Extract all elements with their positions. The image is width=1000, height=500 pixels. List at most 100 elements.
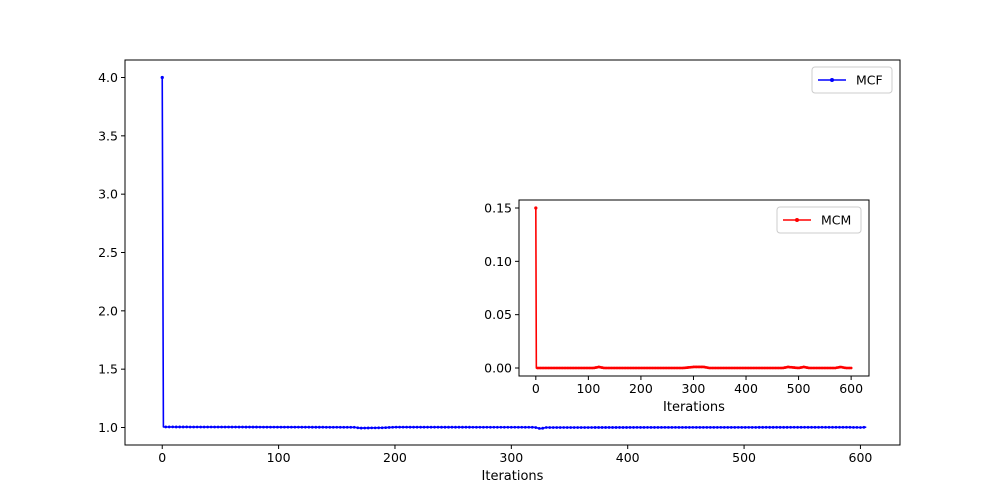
inset-x-tick-label: 100: [576, 381, 600, 396]
main-data-point: [838, 425, 841, 429]
main-data-point: [251, 425, 255, 429]
main-data-point: [234, 425, 237, 429]
main-data-point: [296, 425, 300, 429]
main-data-point: [775, 425, 779, 429]
main-data-point: [415, 425, 419, 429]
main-data-point: [447, 425, 450, 429]
main-x-tick-label: 600: [849, 450, 873, 465]
main-data-point: [862, 425, 866, 429]
main-data-point: [440, 425, 443, 429]
main-data-point: [747, 425, 751, 429]
main-data-point: [541, 426, 545, 430]
main-data-point: [785, 425, 789, 429]
main-data-point: [628, 426, 632, 429]
main-data-point: [694, 425, 698, 429]
main-data-point: [677, 425, 681, 429]
main-data-point: [841, 425, 845, 429]
main-data-point: [478, 425, 482, 429]
main-data-point: [433, 425, 436, 429]
main-data-point: [583, 426, 587, 429]
main-data-point: [303, 425, 307, 429]
main-data-point: [726, 425, 730, 429]
main-data-point: [579, 426, 583, 429]
main-data-point: [457, 425, 461, 429]
main-data-point: [691, 425, 695, 429]
main-data-point: [625, 426, 628, 429]
main-data-point: [593, 426, 597, 429]
main-data-point: [276, 425, 279, 429]
main-data-point: [715, 425, 719, 429]
main-data-point: [733, 425, 737, 429]
main-data-point: [255, 425, 258, 429]
main-data-point: [586, 426, 590, 429]
main-data-point: [712, 425, 716, 429]
main-legend-label: MCF: [856, 73, 883, 88]
main-data-point: [859, 426, 862, 429]
main-data-point: [209, 425, 213, 429]
inset-legend-label: MCM: [821, 213, 851, 228]
main-data-point: [352, 425, 356, 429]
main-data-point: [687, 425, 691, 429]
main-data-point: [279, 425, 283, 429]
main-x-tick-label: 0: [158, 450, 166, 465]
main-data-point: [855, 426, 859, 429]
main-data-point: [660, 426, 663, 429]
main-data-point: [614, 426, 618, 429]
main-data-point: [380, 426, 384, 430]
main-data-point: [391, 425, 395, 429]
main-data-point: [373, 426, 377, 430]
main-data-point: [321, 425, 325, 429]
main-data-point: [768, 425, 772, 429]
main-data-point: [642, 426, 646, 429]
main-data-point: [558, 426, 562, 429]
main-data-point: [401, 425, 405, 429]
main-data-point: [328, 425, 332, 429]
main-data-point: [698, 425, 702, 429]
main-data-point: [663, 426, 667, 429]
main-data-point: [810, 425, 813, 429]
main-data-point: [227, 425, 230, 429]
main-data-point: [618, 426, 621, 429]
main-data-point: [789, 425, 793, 429]
inset-y-tick-label: 0.05: [484, 307, 512, 322]
main-y-tick-label: 1.0: [98, 420, 118, 435]
main-data-point: [565, 426, 569, 429]
main-data-point: [160, 75, 164, 80]
main-data-point: [174, 425, 178, 429]
main-data-point: [185, 425, 189, 429]
main-data-point: [258, 425, 262, 429]
main-data-point: [335, 425, 339, 429]
main-data-point: [342, 425, 346, 429]
inset-data-point: [849, 366, 853, 370]
main-data-point: [475, 425, 478, 429]
main-data-point: [530, 425, 534, 429]
main-data-point: [178, 425, 182, 429]
main-data-point: [708, 425, 712, 429]
inset-legend-box: [776, 206, 862, 234]
main-data-point: [551, 426, 555, 429]
main-x-tick-label: 100: [267, 450, 291, 465]
main-data-point: [499, 425, 503, 429]
main-data-point: [506, 425, 510, 429]
main-x-tick-label: 400: [616, 450, 640, 465]
main-data-point: [757, 425, 761, 429]
main-data-point: [729, 425, 733, 429]
inset-x-tick-label: 0: [532, 381, 540, 396]
inset-x-tick-label: 300: [682, 381, 706, 396]
main-data-point: [646, 426, 649, 429]
main-data-point: [813, 425, 817, 429]
main-data-point: [740, 425, 744, 429]
main-data-point: [569, 426, 573, 429]
main-data-point: [377, 426, 381, 430]
main-data-point: [848, 425, 852, 429]
main-data-point: [450, 425, 454, 429]
main-data-point: [419, 425, 422, 429]
main-data-point: [653, 426, 656, 429]
main-y-tick-label: 3.5: [98, 128, 118, 143]
main-data-point: [181, 425, 185, 429]
main-data-point: [485, 425, 489, 429]
main-data-point: [782, 425, 786, 429]
main-data-point: [426, 425, 429, 429]
main-data-point: [576, 426, 580, 429]
